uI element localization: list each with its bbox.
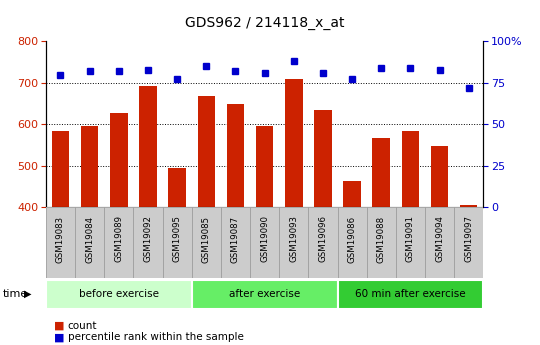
Bar	[168, 168, 186, 207]
FancyBboxPatch shape	[308, 207, 338, 278]
Bar	[343, 181, 361, 207]
Text: GDS962 / 214118_x_at: GDS962 / 214118_x_at	[185, 16, 345, 30]
FancyBboxPatch shape	[425, 207, 454, 278]
FancyBboxPatch shape	[250, 207, 279, 278]
Text: after exercise: after exercise	[229, 289, 300, 299]
Text: GSM19087: GSM19087	[231, 216, 240, 263]
Text: GSM19094: GSM19094	[435, 216, 444, 263]
FancyBboxPatch shape	[221, 207, 250, 278]
Text: ■: ■	[54, 333, 64, 342]
Text: count: count	[68, 321, 97, 331]
FancyBboxPatch shape	[192, 207, 221, 278]
Text: ■: ■	[54, 321, 64, 331]
FancyBboxPatch shape	[133, 207, 163, 278]
Text: GSM19084: GSM19084	[85, 216, 94, 263]
FancyBboxPatch shape	[75, 207, 104, 278]
Text: GSM19086: GSM19086	[348, 216, 356, 263]
Bar	[227, 104, 244, 207]
Text: GSM19083: GSM19083	[56, 216, 65, 263]
FancyBboxPatch shape	[104, 207, 133, 278]
Bar	[402, 131, 419, 207]
FancyBboxPatch shape	[454, 207, 483, 278]
FancyBboxPatch shape	[163, 207, 192, 278]
Text: GSM19093: GSM19093	[289, 216, 298, 263]
Text: GSM19088: GSM19088	[377, 216, 386, 263]
FancyBboxPatch shape	[367, 207, 396, 278]
Text: 60 min after exercise: 60 min after exercise	[355, 289, 465, 299]
Text: GSM19089: GSM19089	[114, 216, 123, 263]
Text: GSM19092: GSM19092	[144, 216, 152, 263]
Bar	[285, 79, 302, 207]
Bar	[256, 126, 273, 207]
Bar	[52, 131, 69, 207]
FancyBboxPatch shape	[279, 207, 308, 278]
Bar	[198, 96, 215, 207]
Bar	[460, 205, 477, 207]
Bar	[110, 113, 127, 207]
Text: before exercise: before exercise	[79, 289, 159, 299]
Text: GSM19085: GSM19085	[202, 216, 211, 263]
Text: time: time	[3, 289, 28, 299]
Bar	[81, 126, 98, 207]
Text: GSM19091: GSM19091	[406, 216, 415, 263]
Text: GSM19097: GSM19097	[464, 216, 473, 263]
Text: GSM19096: GSM19096	[319, 216, 327, 263]
FancyBboxPatch shape	[338, 207, 367, 278]
FancyBboxPatch shape	[396, 207, 425, 278]
Bar	[373, 138, 390, 207]
Text: GSM19095: GSM19095	[173, 216, 181, 263]
Text: percentile rank within the sample: percentile rank within the sample	[68, 333, 244, 342]
Bar	[139, 86, 157, 207]
Text: GSM19090: GSM19090	[260, 216, 269, 263]
Bar	[431, 146, 448, 207]
Bar	[314, 110, 332, 207]
Bar	[46, 207, 483, 278]
Text: ▶: ▶	[24, 289, 31, 299]
FancyBboxPatch shape	[192, 280, 338, 309]
FancyBboxPatch shape	[46, 207, 75, 278]
FancyBboxPatch shape	[46, 280, 192, 309]
FancyBboxPatch shape	[338, 280, 483, 309]
